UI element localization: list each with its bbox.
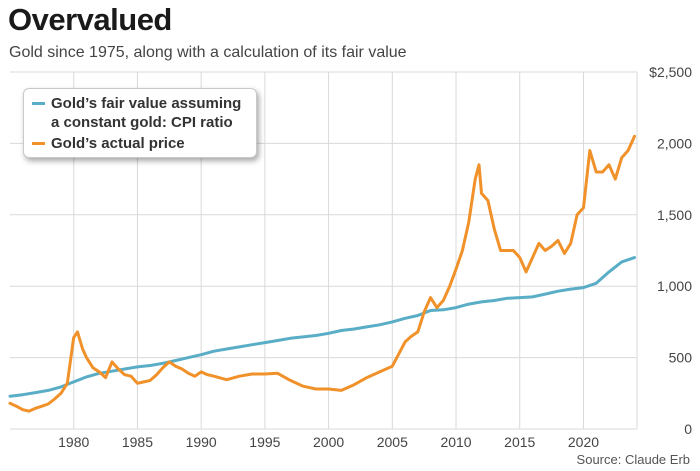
x-tick-label: 1985	[122, 434, 153, 450]
chart-subtitle: Gold since 1975, along with a calculatio…	[9, 44, 407, 61]
legend-label-fair-value: Gold’s fair value assuming a constant go…	[51, 95, 242, 131]
series-line-fair-value	[8, 256, 636, 398]
x-tick-label: 2020	[568, 434, 599, 450]
source-note: Source: Claude Erb	[576, 452, 690, 467]
x-tick-label: 2010	[440, 434, 471, 450]
series-layer	[8, 134, 636, 413]
x-tick-label: 2000	[313, 434, 344, 450]
legend-item-fair-value: Gold’s fair value assuming a constant go…	[32, 94, 248, 132]
legend: Gold’s fair value assuming a constant go…	[23, 88, 257, 158]
legend-item-actual-price: Gold’s actual price	[32, 134, 248, 153]
legend-swatch-actual-price	[32, 142, 45, 145]
x-tick-label: 2005	[377, 434, 408, 450]
x-tick-label: 1995	[249, 434, 280, 450]
x-tick-label: 1980	[58, 434, 89, 450]
series-line-actual-price	[8, 134, 636, 413]
x-tick-label: 1990	[186, 434, 217, 450]
y-tick-label: 1,500	[657, 207, 692, 223]
y-tick-label: $2,500	[649, 64, 692, 80]
y-tick-label: 2,000	[657, 135, 692, 151]
tick-labels: 0 500 1,000 1,500 2,000 $2,500 1980 1985 1990 199…	[58, 64, 692, 450]
legend-label-actual-price: Gold’s actual price	[51, 135, 185, 152]
y-tick-label: 500	[669, 350, 693, 366]
chart-title: Overvalued	[8, 2, 172, 37]
legend-swatch-fair-value	[32, 102, 45, 105]
y-tick-label: 1,000	[657, 278, 692, 294]
y-tick-label: 0	[684, 421, 692, 437]
x-tick-label: 2015	[504, 434, 535, 450]
